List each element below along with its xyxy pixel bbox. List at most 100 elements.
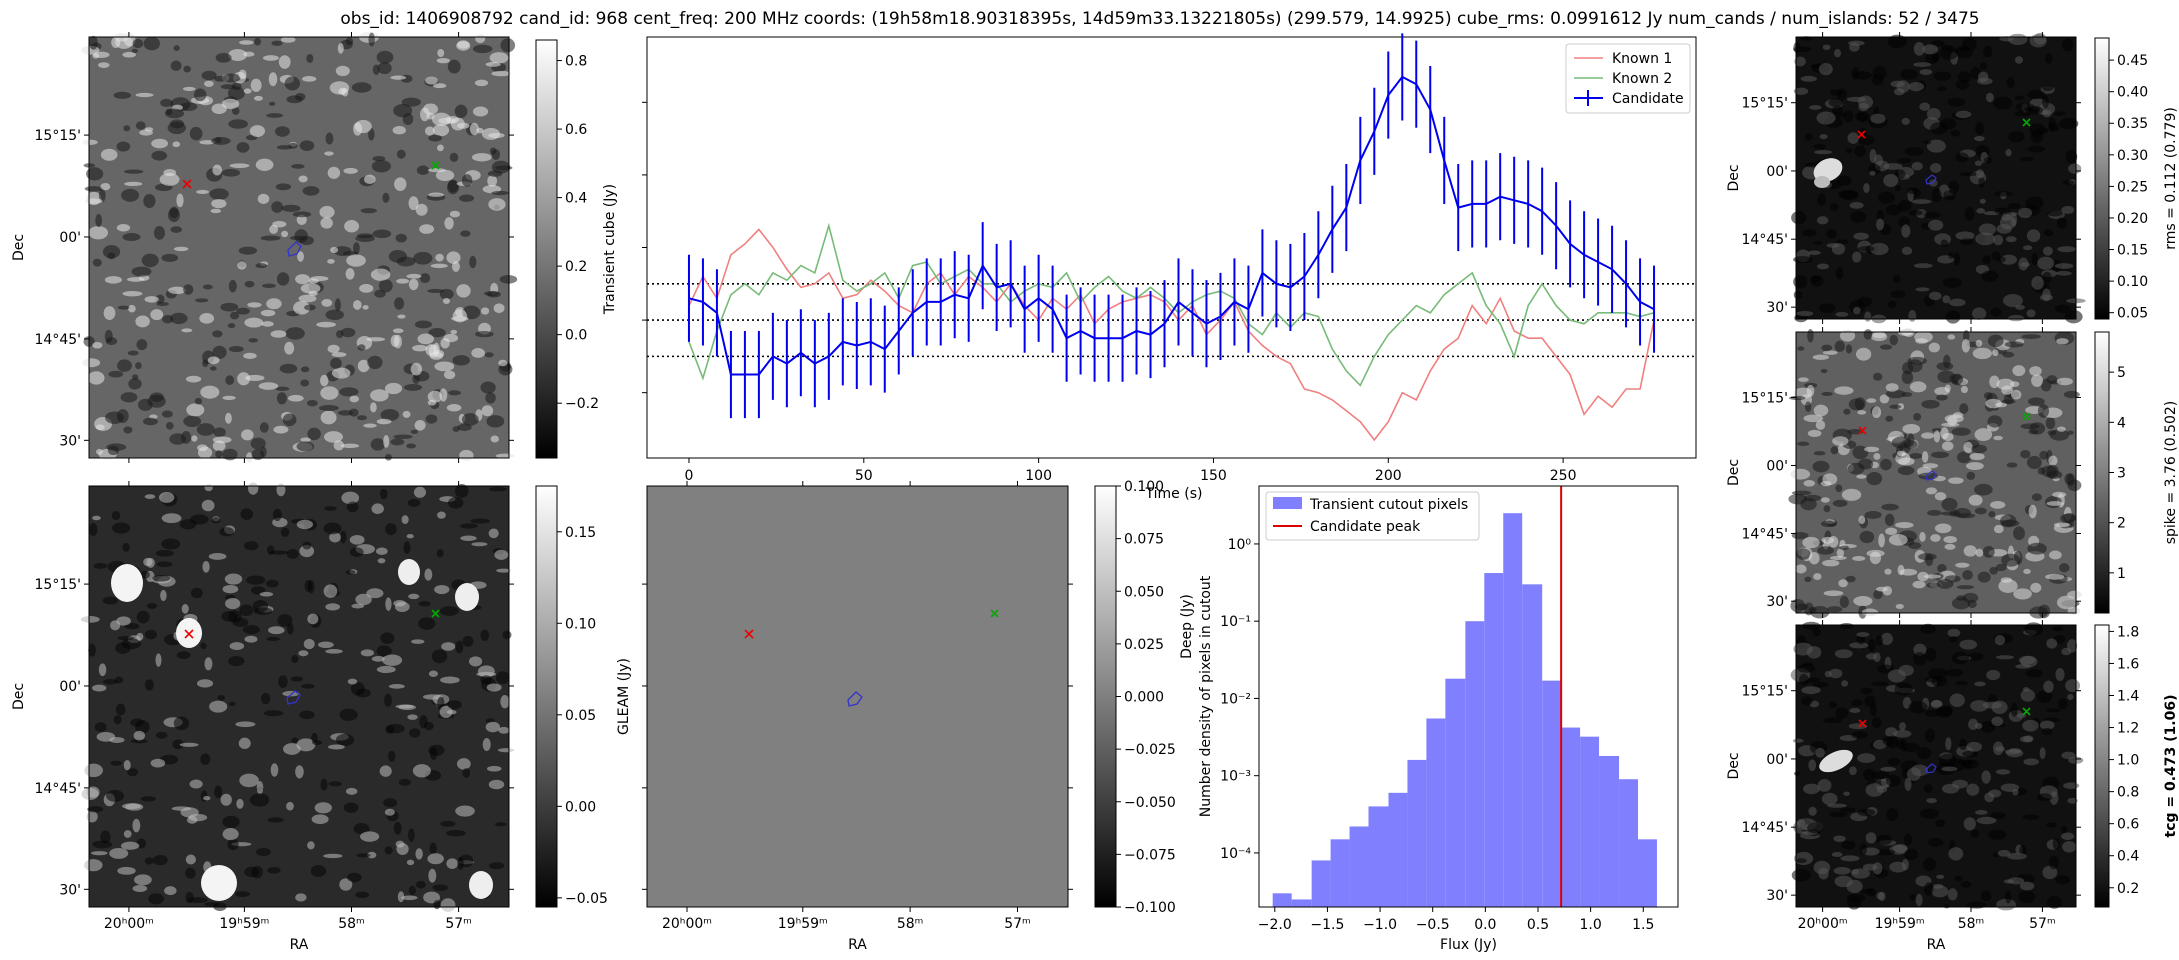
hist-bar <box>1522 584 1543 907</box>
gleam-image <box>647 486 1068 907</box>
known1-marker <box>1857 130 1866 139</box>
colorbar-tick-label: 0.10 <box>565 616 596 632</box>
hist-bar <box>1291 899 1312 907</box>
ra-axis-label: RA <box>848 937 867 953</box>
hist-bar <box>1599 755 1620 907</box>
hist-bar <box>1619 779 1638 907</box>
dec-tick-label: 30' <box>1766 888 1788 904</box>
panel-deep: 15°15' 00' 14°45' 30' 20ʰ00ᵐ 19ʰ59ᵐ 58ᵐ 57ᵐ RA De… <box>11 481 1195 953</box>
colorbar-tick-label: 1 <box>2117 566 2126 582</box>
colorbar-tick-label: 0.30 <box>2117 148 2148 164</box>
candidate-contour <box>1925 763 1937 774</box>
dec-tick-label: 14°45' <box>1742 526 1788 542</box>
ra-tick-label: 19ʰ59ᵐ <box>778 916 828 932</box>
panel-rms: 15°15' 00' 14°45' 30' Dec 0.45 0.40 0.35 0.30 0.… <box>1726 32 2179 324</box>
hist-bar <box>1388 792 1408 907</box>
colorbar-tick-label: 1.8 <box>2117 624 2139 640</box>
transient-image <box>89 37 509 458</box>
lc-series-candidate <box>688 75 1655 376</box>
panel-transient: 15°15' 00' 14°45' 30' Dec 0.8 0.6 0.4 0.2 0.0 −0.… <box>11 31 618 463</box>
candidate-contour <box>287 241 302 257</box>
hist-bar <box>1349 826 1369 907</box>
dec-tick-label: 15°15' <box>1742 96 1788 112</box>
colorbar-tick-label: 0.2 <box>2117 881 2139 897</box>
ra-tick-label: 19ʰ59ᵐ <box>219 916 269 932</box>
lc-x-tick-label: 100 <box>1025 468 1052 484</box>
hist-x-axis-label: Flux (Jy) <box>1440 937 1497 953</box>
hist-bar <box>1426 718 1446 907</box>
colorbar-tick-label: −0.075 <box>1124 847 1176 863</box>
hist-x-tick-label: −1.0 <box>1363 917 1397 933</box>
hist-y-axis-label: Number density of pixels in cutout <box>1198 575 1214 817</box>
colorbar-label: tcg = 0.473 (1.06) <box>2163 695 2179 838</box>
colorbar-tick-label: 0.8 <box>565 54 587 70</box>
hist-bar <box>1311 860 1331 907</box>
hist-bar <box>1407 759 1427 907</box>
colorbar-rms <box>2094 37 2110 320</box>
colorbar-tick-label: 4 <box>2117 415 2126 431</box>
colorbar-tick-label: 0.40 <box>2117 85 2148 101</box>
hist-bar <box>1272 893 1292 907</box>
ra-tick-label: 20ʰ00ᵐ <box>662 916 712 932</box>
colorbar-label: spike = 3.76 (0.502) <box>2163 401 2179 545</box>
dec-tick-label: 15°15' <box>35 577 81 593</box>
colorbar-tick-label: 0.15 <box>565 525 596 541</box>
candidate-contour <box>847 691 863 707</box>
hist-x-tick-label: 0.0 <box>1474 917 1496 933</box>
hist-x-tick-label: −1.5 <box>1310 917 1344 933</box>
colorbar-tick-label: 1.0 <box>2117 753 2139 769</box>
hist-x-tick-label: 0.5 <box>1527 917 1549 933</box>
dec-tick-label: 14°45' <box>35 332 81 348</box>
colorbar-tick-label: −0.2 <box>565 396 599 412</box>
ra-tick-label: 19ʰ59ᵐ <box>1875 916 1925 932</box>
hist-bar <box>1484 573 1504 907</box>
known1-marker <box>1858 426 1867 435</box>
colorbar-transient <box>535 39 558 459</box>
hist-bar <box>1330 839 1350 907</box>
dec-axis-label: Dec <box>11 683 27 710</box>
ra-tick-label: 20ʰ00ᵐ <box>104 916 154 932</box>
hist-bar <box>1465 621 1485 907</box>
figure-title: obs_id: 1406908792 cand_id: 968 cent_fre… <box>340 9 1979 29</box>
colorbar-tick-label: 1.6 <box>2117 656 2139 672</box>
colorbar-tick-label: 0.2 <box>565 259 587 275</box>
colorbar-label: Transient cube (Jy) <box>602 184 618 315</box>
colorbar-tick-label: 0.025 <box>1124 637 1164 653</box>
dec-tick-label: 15°15' <box>35 128 81 144</box>
ra-axis-label: RA <box>1927 937 1946 953</box>
dec-tick-label: 30' <box>59 882 81 898</box>
hist-y-tick-label: 10⁻² <box>1220 691 1251 707</box>
colorbar-tick-label: 0.6 <box>2117 817 2139 833</box>
colorbar-tick-label: 0.8 <box>2117 785 2139 801</box>
colorbar-label: rms = 0.112 (0.779) <box>2163 107 2179 250</box>
known2-marker <box>431 161 440 170</box>
hist-legend: Transient cutout pixels Candidate peak <box>1265 491 1480 541</box>
hist-bar <box>1580 736 1600 907</box>
known1-marker <box>1858 719 1867 728</box>
lc-x-axis-label: Time (s) <box>1145 486 1203 502</box>
colorbar-tick-label: −0.050 <box>1124 795 1176 811</box>
panel-gleam: 20ʰ00ᵐ 19ʰ59ᵐ 58ᵐ 57ᵐ RA 0.100 0.075 0.050 0.02… <box>616 479 1176 953</box>
colorbar-label: Deep (Jy) <box>1179 594 1195 659</box>
hist-legend-label: Candidate peak <box>1310 519 1421 535</box>
colorbar-tick-label: 0.075 <box>1124 532 1164 548</box>
colorbar-tick-label: 0.10 <box>2117 274 2148 290</box>
colorbar-tick-label: 3 <box>2117 466 2126 482</box>
panel-spike: 15°15' 00' 14°45' 30' Dec 5 4 3 2 1 spike = 3.76 … <box>1726 327 2179 619</box>
dec-axis-label: Dec <box>1726 459 1742 486</box>
colorbar-tick-label: 0.20 <box>2117 211 2148 227</box>
known2-marker <box>2022 707 2031 716</box>
known1-marker <box>744 629 754 639</box>
colorbar-tick-label: 0.15 <box>2117 243 2148 259</box>
hist-bar <box>1445 678 1466 907</box>
panel-tcg: 15°15' 00' 14°45' 30' 20ʰ00ᵐ 19ʰ59ᵐ 58ᵐ 57ᵐ RA De… <box>1726 620 2179 953</box>
hist-x-tick-label: 1.0 <box>1579 917 1601 933</box>
dec-tick-label: 15°15' <box>1742 684 1788 700</box>
dec-tick-label: 00' <box>1766 164 1788 180</box>
colorbar-tcg <box>2094 624 2110 908</box>
ra-tick-label: 57ᵐ <box>445 916 472 932</box>
ra-tick-label: 57ᵐ <box>1004 916 1031 932</box>
hist-y-tick-label: 10⁻⁴ <box>1220 846 1251 862</box>
candidate-contour <box>1925 174 1937 185</box>
